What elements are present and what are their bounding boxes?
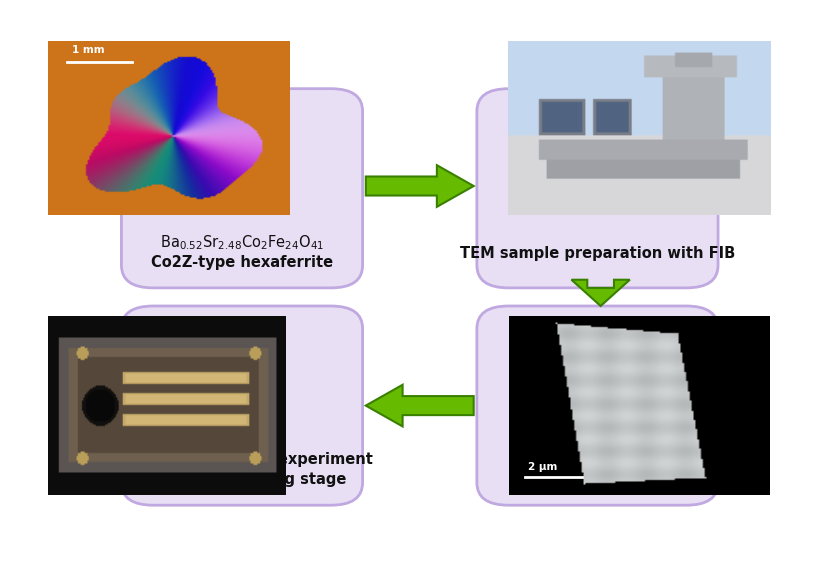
Text: $\mathrm{Ba_{0.52}Sr_{2.48}Co_2Fe_{24}O_{41}}$: $\mathrm{Ba_{0.52}Sr_{2.48}Co_2Fe_{24}O_… [160, 233, 324, 252]
Text: 1 mm: 1 mm [72, 45, 104, 55]
Text: Gatan TEM heating stage: Gatan TEM heating stage [138, 472, 346, 487]
Polygon shape [572, 280, 630, 306]
FancyBboxPatch shape [477, 306, 718, 505]
FancyBboxPatch shape [477, 89, 718, 288]
Text: 2 μm: 2 μm [527, 462, 557, 472]
FancyBboxPatch shape [121, 89, 363, 288]
FancyBboxPatch shape [121, 306, 363, 505]
Text: In-situ heating TEM experiment: In-situ heating TEM experiment [111, 452, 373, 467]
Text: TEM sample: TEM sample [548, 470, 647, 486]
Text: Co2Z-type hexaferrite: Co2Z-type hexaferrite [151, 255, 333, 269]
Polygon shape [366, 165, 473, 207]
Text: TEM sample preparation with FIB: TEM sample preparation with FIB [459, 246, 735, 262]
Polygon shape [366, 385, 473, 426]
